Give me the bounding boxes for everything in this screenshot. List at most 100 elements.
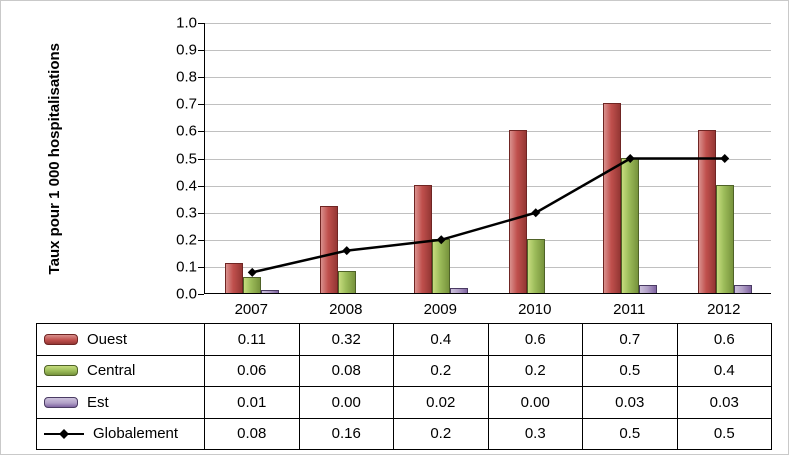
legend-cell-ouest: Ouest	[37, 324, 205, 356]
cell-central-2012: 0.4	[677, 355, 772, 387]
gridline	[205, 131, 771, 133]
legend-cell-globalement: Globalement	[37, 418, 205, 450]
y-tick-label: 0.2	[176, 231, 197, 249]
bar-ouest-2011	[603, 103, 622, 293]
marker-globalement-2007-icon	[247, 267, 257, 277]
cell-est-2011: 0.03	[583, 387, 678, 419]
gridlines-layer	[205, 23, 771, 293]
cell-central-2008: 0.08	[299, 355, 394, 387]
gridline	[205, 50, 771, 52]
data-table: Ouest 0.11 0.32 0.4 0.6 0.7 0.6 Central 0.06 0.08…	[36, 323, 772, 450]
y-tick-label: 0.7	[176, 95, 197, 113]
bar-central-2008	[337, 271, 356, 293]
x-axis-labels: 2007 2008 2009 2010 2011 2012	[204, 297, 771, 321]
y-tick-mark-icon	[198, 212, 204, 214]
x-axis-label-2007: 2007	[234, 300, 268, 318]
y-tick-mark-icon	[198, 104, 204, 106]
y-tick-mark-icon	[198, 294, 204, 295]
y-tick-label: 0.9	[176, 41, 197, 59]
y-tick-label: 0.3	[176, 204, 197, 222]
cell-ouest-2010: 0.6	[488, 324, 583, 356]
cell-est-2010: 0.00	[488, 387, 583, 419]
cell-central-2011: 0.5	[583, 355, 678, 387]
cell-central-2010: 0.2	[488, 355, 583, 387]
bar-est-2012	[733, 284, 752, 293]
series-name-label: Central	[87, 362, 136, 380]
series-name-label: Ouest	[87, 330, 128, 348]
y-tick-label: 0.1	[176, 258, 197, 276]
bar-central-2012	[715, 184, 734, 293]
y-axis-tick-marks	[198, 23, 204, 295]
cell-est-2007: 0.01	[205, 387, 300, 419]
y-tick-label: 1.0	[176, 14, 197, 32]
y-tick-mark-icon	[198, 185, 204, 187]
line-globalement	[251, 157, 725, 274]
y-tick-mark-icon	[198, 131, 204, 133]
cell-ouest-2007: 0.11	[205, 324, 300, 356]
gridline	[205, 104, 771, 106]
y-axis-tick-labels: 1.0 0.9 0.8 0.7 0.6 0.5 0.4 0.3 0.2 0.1 0.0	[139, 15, 197, 303]
gridline	[205, 266, 771, 268]
cell-ouest-2012: 0.6	[677, 324, 772, 356]
y-axis-title: Taux pour 1 000 hospitalisations	[41, 23, 67, 294]
diamond-marker-icon	[59, 428, 69, 439]
bar-ouest-2009	[414, 184, 433, 293]
central-series-key-icon	[44, 365, 78, 377]
gridline	[205, 158, 771, 160]
est-series-key-icon	[44, 396, 78, 408]
line-series-layer	[247, 154, 730, 277]
marker-globalement-2009-icon	[436, 235, 446, 245]
x-axis-label-2011: 2011	[613, 300, 646, 318]
cell-globalement-2008: 0.16	[299, 418, 394, 450]
bar-ouest-2012	[697, 130, 716, 293]
y-tick-mark-icon	[198, 23, 204, 24]
bar-ouest-2010	[508, 130, 527, 293]
y-tick-label: 0.8	[176, 68, 197, 86]
cell-globalement-2009: 0.2	[394, 418, 489, 450]
bar-est-2009	[450, 287, 469, 293]
cell-est-2008: 0.00	[299, 387, 394, 419]
gridline	[205, 23, 771, 24]
marker-globalement-2011-icon	[625, 154, 635, 163]
y-tick-mark-icon	[198, 77, 204, 79]
cell-central-2007: 0.06	[205, 355, 300, 387]
y-tick-mark-icon	[198, 266, 204, 268]
cell-central-2009: 0.2	[394, 355, 489, 387]
cell-globalement-2011: 0.5	[583, 418, 678, 450]
series-name-label: Globalement	[93, 425, 179, 443]
x-axis-label-2008: 2008	[329, 300, 363, 318]
y-axis-title-label: Taux pour 1 000 hospitalisations	[45, 42, 63, 275]
x-axis-label-2010: 2010	[518, 300, 552, 318]
bar-central-2007	[243, 276, 262, 293]
y-tick-label: 0.0	[176, 285, 197, 303]
cell-ouest-2011: 0.7	[583, 324, 678, 356]
y-tick-label: 0.4	[176, 177, 197, 195]
y-tick-mark-icon	[198, 158, 204, 160]
legend-cell-est: Est	[37, 387, 205, 419]
series-name-label: Est	[87, 393, 109, 411]
globalement-series-key-icon	[44, 428, 84, 439]
cell-est-2012: 0.03	[677, 387, 772, 419]
legend-cell-central: Central	[37, 355, 205, 387]
cell-globalement-2007: 0.08	[205, 418, 300, 450]
cell-ouest-2008: 0.32	[299, 324, 394, 356]
gridline	[205, 185, 771, 187]
ouest-series-key-icon	[44, 333, 78, 345]
cell-ouest-2009: 0.4	[394, 324, 489, 356]
gridline	[205, 212, 771, 214]
y-tick-mark-icon	[198, 50, 204, 52]
marker-globalement-2008-icon	[342, 246, 352, 256]
y-tick-label: 0.6	[176, 122, 197, 140]
bar-est-2007	[261, 290, 280, 293]
marker-globalement-2010-icon	[531, 208, 541, 218]
bars-layer	[205, 23, 771, 293]
y-tick-label: 0.5	[176, 150, 197, 167]
y-tick-mark-icon	[198, 239, 204, 241]
bar-ouest-2008	[319, 206, 338, 293]
bar-est-2011	[639, 284, 658, 293]
x-axis-label-2009: 2009	[423, 300, 457, 318]
marker-globalement-2012-icon	[720, 154, 730, 163]
cell-globalement-2010: 0.3	[488, 418, 583, 450]
plot-area	[204, 23, 771, 294]
cell-est-2009: 0.02	[394, 387, 489, 419]
